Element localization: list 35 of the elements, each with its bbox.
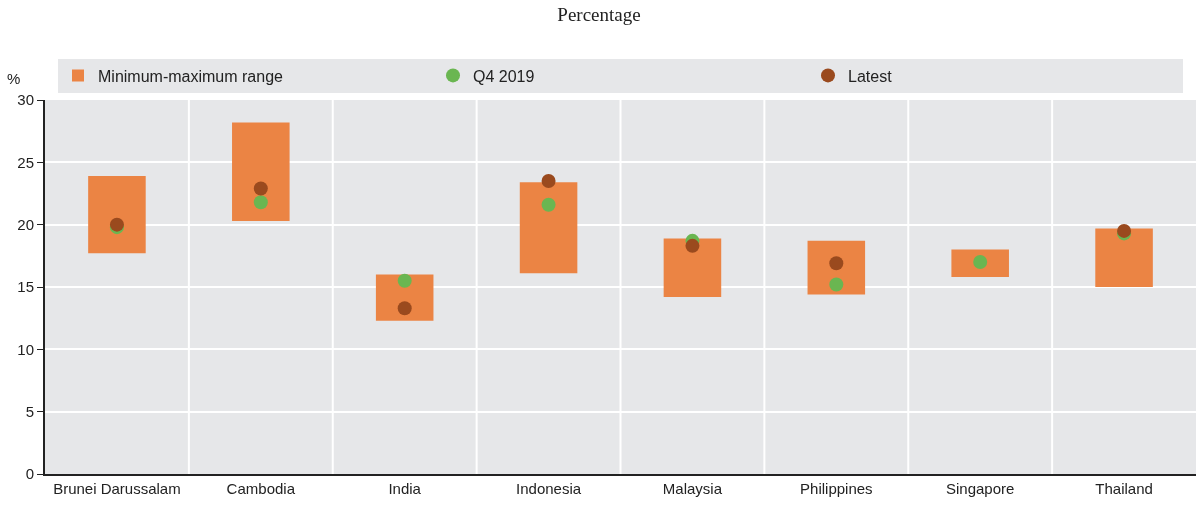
point bbox=[541, 174, 556, 189]
y-axis-title: % bbox=[7, 70, 21, 87]
y-tick-label: 20 bbox=[17, 215, 34, 233]
y-tick-label: 5 bbox=[25, 402, 34, 420]
x-tick-label: Cambodia bbox=[226, 480, 296, 497]
bar bbox=[663, 238, 722, 297]
point bbox=[397, 273, 412, 288]
bar bbox=[88, 176, 146, 254]
y-tick-label: 15 bbox=[17, 278, 34, 296]
y-tick-label: 10 bbox=[17, 340, 34, 358]
x-tick-label: Malaysia bbox=[662, 480, 723, 497]
y-tick-label: 30 bbox=[17, 91, 34, 109]
bar bbox=[232, 122, 290, 221]
bar bbox=[519, 182, 578, 274]
legend-label: Latest bbox=[848, 67, 893, 85]
point bbox=[541, 197, 556, 212]
point bbox=[253, 195, 268, 210]
legend-label: Minimum-maximum range bbox=[98, 67, 284, 85]
chart-subtitle: Percentage bbox=[557, 4, 641, 26]
x-tick-label: India bbox=[388, 480, 422, 497]
y-tick-label: 0 bbox=[25, 465, 34, 483]
point bbox=[253, 181, 268, 196]
point bbox=[829, 277, 844, 292]
legend-label: Q4 2019 bbox=[473, 67, 535, 85]
point bbox=[685, 238, 700, 253]
bar bbox=[951, 249, 1009, 278]
x-tick-label: Philippines bbox=[800, 480, 873, 497]
y-tick-label: 25 bbox=[17, 153, 34, 171]
bar bbox=[1095, 228, 1153, 287]
x-tick-label: Brunei Darussalam bbox=[53, 480, 181, 497]
x-tick-label: Indonesia bbox=[516, 480, 582, 497]
bar bbox=[807, 240, 866, 295]
x-tick-label: Singapore bbox=[945, 480, 1015, 497]
point bbox=[397, 301, 412, 316]
x-tick-label: Thailand bbox=[1095, 480, 1153, 497]
